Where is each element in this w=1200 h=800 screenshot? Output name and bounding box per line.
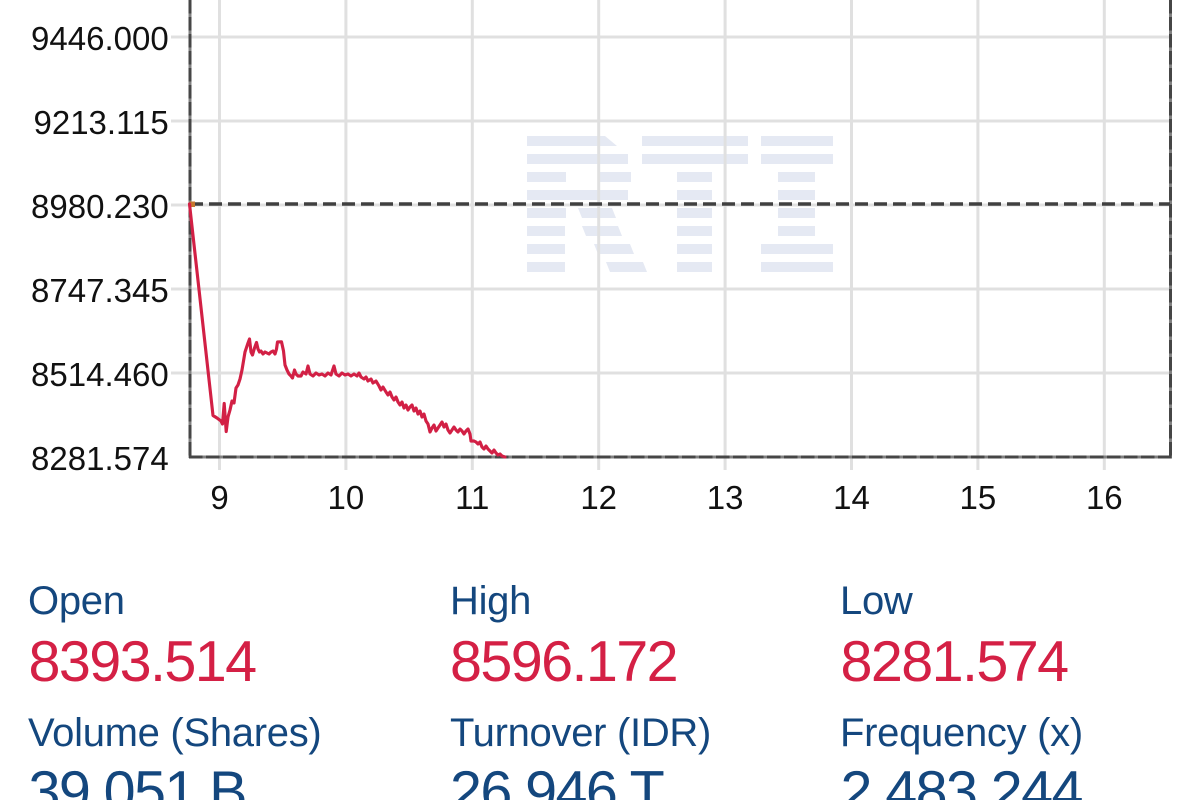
svg-text:8747.345: 8747.345 (31, 272, 169, 309)
svg-text:16: 16 (1086, 479, 1123, 516)
svg-text:9446.000: 9446.000 (31, 20, 169, 57)
svg-text:13: 13 (707, 479, 744, 516)
svg-text:9213.115: 9213.115 (33, 104, 168, 141)
svg-text:15: 15 (960, 479, 997, 516)
svg-text:11: 11 (455, 479, 489, 516)
svg-text:8980.230: 8980.230 (31, 188, 169, 225)
svg-text:10: 10 (328, 479, 365, 516)
svg-text:12: 12 (580, 479, 617, 516)
svg-text:9: 9 (210, 479, 228, 516)
svg-text:8514.460: 8514.460 (31, 356, 169, 393)
svg-text:14: 14 (833, 479, 870, 516)
svg-text:8281.574: 8281.574 (31, 440, 169, 477)
